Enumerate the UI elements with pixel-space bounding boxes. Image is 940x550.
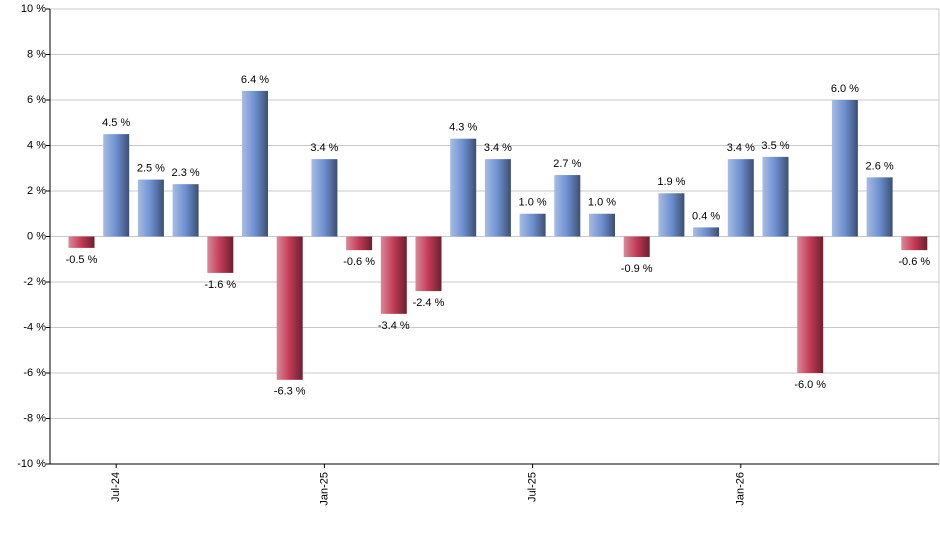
- y-tick-label: 10 %: [21, 3, 46, 15]
- y-tick-label: 2 %: [27, 185, 46, 197]
- data-label: 6.0 %: [831, 83, 859, 95]
- bar: [484, 159, 511, 237]
- data-label: 0.4 %: [692, 210, 720, 222]
- data-label: -6.0 %: [794, 379, 826, 391]
- bar: [137, 179, 164, 237]
- y-tick-label: -2 %: [23, 276, 46, 288]
- x-tick-label: Jan-25: [318, 472, 330, 506]
- bar: [311, 159, 338, 237]
- x-tick-label: Jul-25: [527, 472, 539, 502]
- x-tick-label: Jan-26: [735, 472, 747, 506]
- bar: [623, 236, 650, 257]
- y-tick-label: 6 %: [27, 94, 46, 106]
- bar: [693, 227, 720, 237]
- data-label: 3.4 %: [727, 142, 755, 154]
- data-label: 2.7 %: [553, 158, 581, 170]
- data-label: -2.4 %: [413, 297, 445, 309]
- data-label: 6.4 %: [241, 74, 269, 86]
- data-label: 3.4 %: [484, 142, 512, 154]
- bar: [866, 177, 893, 237]
- data-label: 2.5 %: [137, 163, 165, 175]
- bar: [554, 175, 581, 237]
- data-label: -1.6 %: [204, 279, 236, 291]
- data-label: -3.4 %: [378, 320, 410, 332]
- y-tick-label: -8 %: [23, 412, 46, 424]
- bar: [103, 134, 130, 237]
- bar: [346, 236, 373, 251]
- data-label: 2.6 %: [866, 160, 894, 172]
- bar: [589, 213, 615, 237]
- data-label: 4.5 %: [102, 117, 130, 129]
- bar: [658, 193, 685, 237]
- data-label: 1.0 %: [519, 197, 547, 209]
- data-label: 3.5 %: [761, 140, 789, 152]
- data-label: 3.4 %: [310, 142, 338, 154]
- y-tick-label: -4 %: [23, 321, 46, 333]
- data-label: -0.6 %: [898, 256, 930, 268]
- bar: [276, 236, 303, 380]
- bar: [68, 236, 95, 248]
- bar: [519, 213, 546, 237]
- data-label: 2.3 %: [172, 167, 200, 179]
- y-tick-label: 4 %: [27, 139, 46, 151]
- bar: [831, 100, 858, 237]
- bar: [242, 90, 268, 237]
- data-label: -0.5 %: [66, 254, 98, 266]
- data-label: 1.0 %: [588, 197, 616, 209]
- data-label: 1.9 %: [657, 176, 685, 188]
- bar: [172, 184, 199, 237]
- bar: [901, 236, 928, 251]
- y-tick-label: -10 %: [17, 458, 46, 470]
- data-label: -0.6 %: [343, 256, 375, 268]
- bar: [380, 236, 407, 314]
- bar: [797, 236, 824, 373]
- bar: [415, 236, 442, 292]
- bar: [450, 138, 477, 237]
- bar: [207, 236, 234, 273]
- y-tick-label: -6 %: [23, 367, 46, 379]
- y-tick-label: 0 %: [27, 230, 46, 242]
- bar: [762, 156, 789, 237]
- data-label: -0.9 %: [621, 263, 653, 275]
- data-label: -6.3 %: [274, 386, 306, 398]
- data-label: 4.3 %: [449, 122, 477, 134]
- y-tick-label: 8 %: [27, 48, 46, 60]
- bar: [727, 159, 754, 237]
- x-tick-label: Jul-24: [110, 472, 122, 502]
